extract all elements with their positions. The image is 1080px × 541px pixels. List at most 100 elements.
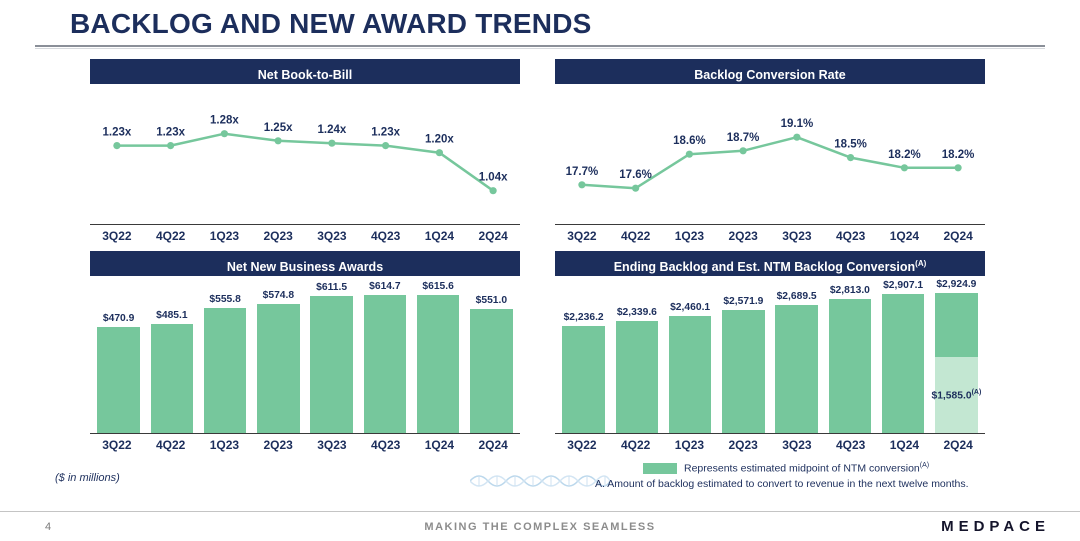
chart-title: Ending Backlog and Est. NTM Backlog Conv… xyxy=(613,260,916,275)
x-axis-net-new-business-awards: 3Q22 4Q22 1Q23 2Q23 3Q23 4Q23 1Q24 2Q24 xyxy=(90,433,520,454)
bar-column: $2,813.0 xyxy=(823,276,876,433)
data-point-label: 19.1% xyxy=(781,118,814,130)
bar-column: $2,571.9 xyxy=(717,276,770,433)
trend-line xyxy=(580,135,960,190)
bar-value-label: $2,813.0 xyxy=(829,284,870,296)
chart-title-superscript: (A) xyxy=(915,259,927,268)
bar-column: $615.6 xyxy=(412,276,465,433)
slide-header: BACKLOG AND NEW AWARD TRENDS xyxy=(0,0,1080,40)
x-axis-backlog-conversion-rate: 3Q22 4Q22 1Q23 2Q23 3Q23 4Q23 1Q24 2Q24 xyxy=(555,224,985,245)
x-axis-label: 3Q22 xyxy=(567,229,597,243)
bar xyxy=(722,310,765,433)
bar-value-label: $2,924.9 xyxy=(936,279,977,291)
notes-row: ($ in millions) Represents estimated mid… xyxy=(0,460,1080,506)
x-axis-ending-backlog: 3Q22 4Q22 1Q23 2Q23 3Q23 4Q23 1Q24 2Q24 xyxy=(555,433,985,454)
data-point-marker xyxy=(954,164,962,172)
bar-value-label: $2,339.6 xyxy=(616,307,657,319)
x-axis-label: 1Q24 xyxy=(424,229,455,243)
bar-value-label: $611.5 xyxy=(316,281,348,293)
bar xyxy=(203,308,247,433)
data-point-label: 1.28x xyxy=(210,115,239,127)
footnote-a: A. Amount of backlog estimated to conver… xyxy=(595,477,969,490)
x-axis-label: 3Q22 xyxy=(102,229,132,243)
data-point-label: 1.23x xyxy=(156,127,185,139)
bar-value-label: $485.1 xyxy=(156,310,188,322)
x-axis-label: 4Q22 xyxy=(620,229,651,243)
bar-column: $2,689.5 xyxy=(770,276,823,433)
line-chart-svg: 1.23x 1.23x 1.28x 1.25x 1.24x 1.23x 1.20x 1.04x xyxy=(103,115,508,195)
bar xyxy=(668,315,712,433)
data-point-label: 1.04x xyxy=(479,172,508,184)
ntm-segment-label: $1,585.0(A) xyxy=(931,388,982,402)
x-axis-label: 1Q23 xyxy=(674,438,705,452)
x-axis-label: 4Q22 xyxy=(620,438,651,452)
bar-value-label: $551.0 xyxy=(475,295,508,307)
data-point-marker xyxy=(167,142,175,150)
data-point-label: 18.2% xyxy=(942,149,975,161)
bar-column: $555.8 xyxy=(199,276,252,433)
bar xyxy=(416,295,460,433)
x-axis-label: 2Q23 xyxy=(263,438,293,452)
line-chart-svg: 17.7% 17.6% 18.6% 18.7% 19.1% 18.5% 18.2% 18.2% xyxy=(566,118,975,192)
x-axis-label: 2Q24 xyxy=(478,438,508,452)
x-axis-label: 3Q23 xyxy=(317,438,347,452)
bar xyxy=(310,295,353,433)
data-point-marker xyxy=(685,150,693,158)
chart-title: Backlog Conversion Rate xyxy=(694,68,846,83)
data-point-marker xyxy=(847,154,855,162)
x-axis-label: 4Q23 xyxy=(370,438,401,452)
bar-column: $2,924.9 $1,585.0(A) xyxy=(930,276,983,433)
data-point-marker xyxy=(632,184,640,192)
data-point-marker xyxy=(328,139,336,147)
legend-superscript: (A) xyxy=(919,462,930,469)
millions-note: ($ in millions) xyxy=(55,472,120,484)
data-point-marker xyxy=(793,133,801,141)
data-point-label: 17.7% xyxy=(566,166,599,178)
bar-value-label: $2,236.2 xyxy=(563,312,604,324)
data-point-marker xyxy=(739,147,747,155)
ntm-conversion-segment: $1,585.0(A) xyxy=(931,357,981,433)
page-title: BACKLOG AND NEW AWARD TRENDS xyxy=(70,8,592,39)
legend-block: Represents estimated midpoint of NTM con… xyxy=(595,462,995,490)
x-axis-label: 3Q22 xyxy=(567,438,597,452)
x-axis-label: 3Q23 xyxy=(782,438,812,452)
data-point-marker xyxy=(435,149,443,157)
x-axis-label: 1Q23 xyxy=(209,438,240,452)
chart-panel-net-book-to-bill: Net Book-to-Bill 1.23x 1.23x 1.28x 1.25x 1.2… xyxy=(90,59,520,245)
bar xyxy=(150,324,194,433)
bar xyxy=(775,304,818,433)
bar xyxy=(881,294,925,433)
bar-column: $470.9 xyxy=(92,276,145,433)
data-point-label: 1.23x xyxy=(371,127,400,139)
trend-line xyxy=(115,132,495,192)
x-axis-label: 2Q23 xyxy=(728,438,758,452)
bar-column: $485.1 xyxy=(145,276,198,433)
footer-tagline: MAKING THE COMPLEX SEAMLESS xyxy=(424,521,656,533)
bar xyxy=(97,327,140,433)
x-axis-label: 3Q23 xyxy=(317,229,347,243)
x-axis-label: 1Q24 xyxy=(889,438,920,452)
chart-panel-backlog-conversion-rate: Backlog Conversion Rate 17.7% 17.6% 18.6% 1… xyxy=(555,59,985,245)
legend-label: Represents estimated midpoint of NTM con… xyxy=(684,462,930,475)
bar-chart-ending-backlog: $2,236.2 $2,339.6 $2,460.1 $2,571.9 $2,689.5… xyxy=(555,276,985,433)
x-axis-label: 4Q23 xyxy=(835,229,866,243)
ntm-legend: Represents estimated midpoint of NTM con… xyxy=(643,462,995,475)
x-axis-label: 3Q22 xyxy=(102,438,132,452)
bar-value-label: $555.8 xyxy=(209,294,241,306)
data-point-label: 18.2% xyxy=(888,149,921,161)
x-axis-label: 1Q23 xyxy=(674,229,705,243)
bar-chart-net-new-business-awards: $470.9 $485.1 $555.8 $574.8 $611.5 $614.7 $615… xyxy=(90,276,520,433)
chart-title: Net Book-to-Bill xyxy=(257,68,353,83)
bar xyxy=(470,309,513,433)
chart-panel-ending-backlog: Ending Backlog and Est. NTM Backlog Conv… xyxy=(555,251,985,454)
data-point-marker xyxy=(220,130,228,138)
x-axis-label: 2Q23 xyxy=(728,229,758,243)
bar xyxy=(828,298,872,433)
charts-grid: Net Book-to-Bill 1.23x 1.23x 1.28x 1.25x 1.2… xyxy=(90,59,985,454)
page-number: 4 xyxy=(45,521,52,533)
x-axis-label: 4Q22 xyxy=(155,438,186,452)
data-point-label: 17.6% xyxy=(619,169,652,181)
chart-title-bar: Net New Business Awards xyxy=(90,251,520,276)
bar-value-label: $2,460.1 xyxy=(670,301,711,313)
